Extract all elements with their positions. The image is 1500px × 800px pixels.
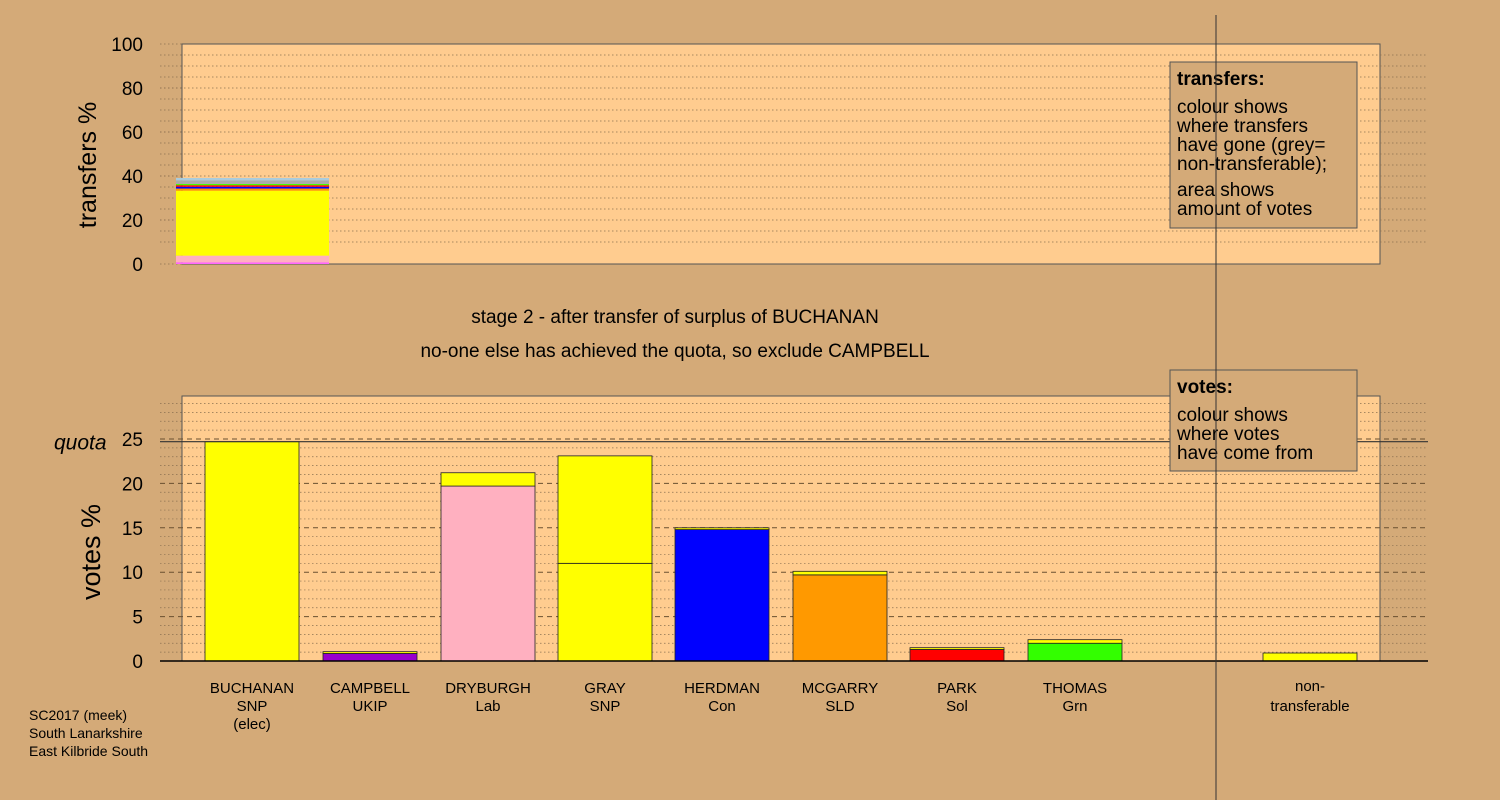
candidate-bar [204,441,300,662]
transfers-legend-line: have gone (grey= [1177,135,1325,156]
transfers-legend-line: amount of votes [1177,199,1312,220]
candidate-bar [1027,639,1123,662]
candidate-bar-segment [440,485,536,662]
nontransferable-bar [1262,652,1358,662]
nontransferable-label: non- [1295,678,1325,695]
transfers-ylabel: transfers % [74,102,102,228]
candidate-name: MCGARRY [802,680,878,697]
candidate-bar-segment [204,441,300,662]
votes-tick-label: 15 [122,519,143,540]
votes-tick-label: 25 [122,430,143,451]
transfers-bar-segment [176,262,329,264]
candidate-bar [909,647,1005,662]
stage-title: stage 2 - after transfer of surplus of B… [471,307,879,328]
candidate-bar-segment [557,455,653,564]
quota-label: quota [54,432,107,455]
candidate-party: Con [708,698,736,715]
transfers-tick-label: 40 [122,167,143,188]
candidate-bar-segment [674,527,770,530]
candidate-bar [792,570,888,662]
votes-tick-label: 5 [132,608,143,629]
transfers-tick-label: 60 [122,123,143,144]
transfers-panel: 0 20 40 60 80 100 transfers % transfers: colo… [74,35,1428,276]
candidate-note: (elec) [233,716,271,733]
footer-line: East Kilbride South [29,743,148,759]
votes-bars [204,441,1358,662]
transfers-bar-segment [176,255,329,263]
candidate-party: SNP [237,698,268,715]
transfers-tick-label: 100 [111,35,143,56]
candidate-bar-segment [557,562,653,662]
candidate-bar [674,527,770,662]
votes-ylabel: votes % [76,504,106,600]
transfers-legend-line: colour shows [1177,97,1288,118]
votes-legend-line: have come from [1177,443,1313,464]
transfers-legend-line: area shows [1177,180,1274,201]
transfers-legend-title: transfers: [1177,69,1265,90]
votes-legend-line: where votes [1176,424,1279,445]
candidate-bar [322,651,418,662]
candidate-bar-segment [909,647,1005,650]
transfers-legend-line: where transfers [1176,116,1308,137]
stage-subtitle: no-one else has achieved the quota, so e… [420,341,929,362]
candidate-name: CAMPBELL [330,680,410,697]
candidate-bar [440,472,536,662]
transfers-legend-box [1169,61,1358,229]
transfers-tick-label: 20 [122,211,143,232]
candidate-bar-segment [674,529,770,662]
votes-tick-label: 10 [122,563,143,584]
candidate-bar-segment [322,651,418,654]
transfers-bar-segment [176,186,329,189]
candidate-name: BUCHANAN [210,680,294,697]
transfers-bar-segment [176,185,329,187]
footer: SC2017 (meek) South Lanarkshire East Kil… [29,707,148,759]
transfers-tick-label: 0 [132,255,143,276]
candidate-bar-segment [1027,639,1123,644]
candidate-bar-segment [440,472,536,487]
candidate-party: SLD [825,698,854,715]
transfers-legend-line: non-transferable); [1177,154,1327,175]
footer-line: SC2017 (meek) [29,707,127,723]
votes-legend: votes: colour shows where votes have com… [1169,369,1358,472]
votes-tick-label: 20 [122,474,143,495]
candidate-name: HERDMAN [684,680,760,697]
transfers-bar-segment [176,177,329,181]
votes-legend-line: colour shows [1177,405,1288,426]
candidate-party: Grn [1062,698,1087,715]
footer-line: South Lanarkshire [29,725,143,741]
transfers-bar [176,177,329,264]
candidate-bar-segment [1027,642,1123,662]
votes-yticks: 0 5 10 15 20 25 [122,430,143,673]
candidate-bar-segment [792,574,888,662]
transfers-tick-label: 80 [122,79,143,100]
votes-candidate-labels: BUCHANANSNP(elec)CAMPBELLUKIPDRYBURGHLab… [210,678,1350,733]
transfers-bar-segment [176,180,329,184]
votes-legend-box [1169,369,1358,472]
transfers-legend: transfers: colour shows where transfers … [1169,61,1358,229]
candidate-bar-segment [909,649,1005,662]
candidate-party: SNP [590,698,621,715]
candidate-name: DRYBURGH [445,680,531,697]
candidate-party: Sol [946,698,968,715]
candidate-name: THOMAS [1043,680,1107,697]
candidate-name: GRAY [584,680,625,697]
candidate-bar [557,455,653,662]
transfers-bar-segment [176,183,329,186]
transfers-yticks: 0 20 40 60 80 100 [111,35,182,276]
candidate-name: PARK [937,680,977,697]
candidate-party: UKIP [352,698,387,715]
candidate-bar-segment [792,570,888,576]
votes-tick-label: 0 [132,652,143,673]
nontransferable-label: transferable [1270,698,1349,715]
transfers-bar-segment [176,188,329,191]
votes-legend-title: votes: [1177,377,1233,398]
transfers-bar-segment [176,190,329,256]
candidate-bar-segment [322,653,418,662]
candidate-party: Lab [475,698,500,715]
